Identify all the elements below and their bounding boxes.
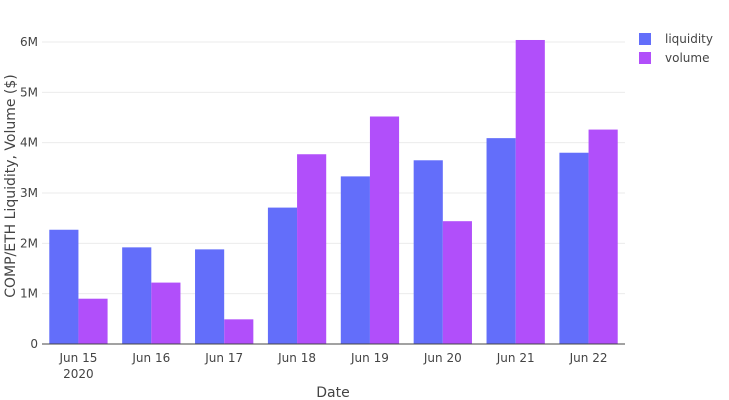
legend: liquidity volume xyxy=(639,32,713,65)
y-tick-label: 0 xyxy=(30,337,38,351)
x-tick-label: Jun 18 xyxy=(277,351,316,365)
x-tick-label: Jun 15 xyxy=(59,351,98,365)
bar-liquidity[interactable] xyxy=(559,152,589,344)
bar-volume[interactable] xyxy=(151,282,181,344)
bar-liquidity[interactable] xyxy=(122,247,152,344)
bar-liquidity[interactable] xyxy=(340,176,370,344)
bar-volume[interactable] xyxy=(297,154,327,344)
x-tick-label: Jun 21 xyxy=(496,351,535,365)
x-tick-sublabel: 2020 xyxy=(63,367,94,381)
y-tick-label: 2M xyxy=(20,236,38,250)
bar-volume[interactable] xyxy=(224,319,254,344)
x-tick-label: Jun 17 xyxy=(204,351,243,365)
bar-liquidity[interactable] xyxy=(195,249,225,344)
bar-volume[interactable] xyxy=(369,116,400,344)
y-tick-label: 1M xyxy=(20,287,38,301)
bars xyxy=(49,39,618,345)
legend-label-volume[interactable]: volume xyxy=(665,51,709,65)
x-tick-label: Jun 20 xyxy=(423,351,462,365)
legend-label-liquidity[interactable]: liquidity xyxy=(665,32,713,46)
bar-liquidity[interactable] xyxy=(49,229,79,344)
axes: 0 1M 2M 3M 4M 5M 6M Jun 15 2020 Jun 16 Jun 17 Jun 1… xyxy=(20,35,625,381)
bar-volume[interactable] xyxy=(588,129,618,344)
y-tick-label: 3M xyxy=(20,186,38,200)
x-tick-label: Jun 19 xyxy=(350,351,389,365)
y-tick-label: 5M xyxy=(20,85,38,99)
legend-swatch-liquidity[interactable] xyxy=(639,33,651,45)
bar-liquidity[interactable] xyxy=(486,138,516,344)
bar-liquidity[interactable] xyxy=(267,207,298,344)
bar-liquidity[interactable] xyxy=(413,160,443,344)
y-tick-label: 6M xyxy=(20,35,38,49)
x-tick-label: Jun 22 xyxy=(569,351,608,365)
legend-swatch-volume[interactable] xyxy=(639,52,651,64)
x-axis-title: Date xyxy=(316,385,349,400)
bar-volume[interactable] xyxy=(78,298,108,344)
bar-volume[interactable] xyxy=(442,221,472,344)
y-tick-label: 4M xyxy=(20,136,38,150)
bar-volume[interactable] xyxy=(515,39,545,345)
x-tick-label: Jun 16 xyxy=(131,351,170,365)
y-axis-title: COMP/ETH Liquidity, Volume ($) xyxy=(3,74,19,298)
